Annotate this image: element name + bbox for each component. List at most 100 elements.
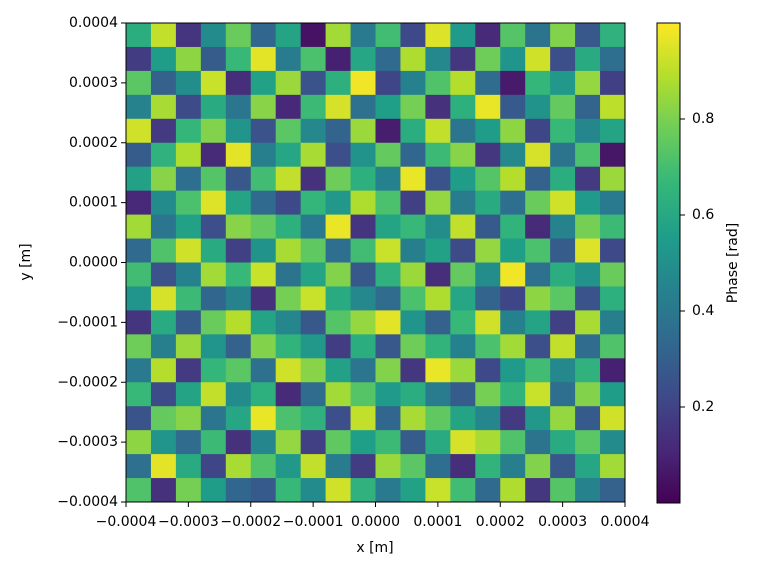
heatmap-cell — [350, 214, 376, 240]
heatmap-cell — [325, 214, 352, 240]
x-tick-label: −0.0002 — [220, 514, 281, 530]
heatmap-cell — [150, 454, 177, 479]
heatmap-cell — [350, 46, 376, 72]
heatmap-cell — [575, 190, 601, 216]
heatmap-cell — [300, 46, 327, 72]
heatmap-cell — [425, 310, 451, 335]
heatmap-cell — [225, 23, 252, 48]
heatmap-cell — [200, 46, 227, 72]
heatmap-cell — [425, 214, 451, 240]
heatmap-cell — [500, 262, 526, 287]
heatmap-cell — [500, 190, 526, 216]
heatmap-cell — [375, 118, 401, 144]
heatmap-cell — [600, 262, 626, 287]
heatmap-cell — [350, 334, 376, 359]
heatmap-cell — [575, 310, 601, 335]
heatmap-cell — [425, 70, 451, 96]
heatmap-cell — [200, 118, 227, 144]
heatmap-cell — [525, 142, 551, 168]
y-tick-label: 0.0000 — [69, 255, 118, 271]
heatmap-cell — [500, 430, 526, 455]
heatmap-cell — [600, 23, 626, 48]
heatmap-cell — [425, 430, 451, 455]
heatmap-cell — [350, 478, 376, 503]
heatmap-cell — [300, 23, 327, 48]
heatmap-cell — [175, 454, 202, 479]
heatmap-cell — [126, 23, 152, 48]
heatmap-cell — [575, 238, 601, 263]
heatmap-cell — [475, 166, 501, 192]
heatmap-cell — [225, 94, 252, 120]
heatmap-cell — [200, 23, 227, 48]
heatmap-cell — [575, 406, 601, 431]
heatmap-cell — [550, 214, 576, 240]
heatmap-cell — [126, 142, 152, 168]
heatmap-cell — [400, 238, 426, 263]
heatmap-cell — [400, 46, 426, 72]
heatmap-cell — [175, 262, 202, 287]
heatmap-cell — [275, 358, 302, 383]
heatmap-cell — [275, 70, 302, 96]
heatmap-cell — [400, 454, 426, 479]
colorbar-tick-label: 0.8 — [692, 111, 714, 127]
heatmap-cell — [300, 286, 327, 311]
heatmap-cell — [325, 46, 352, 72]
heatmap-cell — [150, 46, 177, 72]
heatmap-cell — [126, 382, 152, 407]
heatmap-cell — [175, 190, 202, 216]
heatmap-cell — [425, 46, 451, 72]
heatmap-cell — [300, 478, 327, 503]
heatmap-cell — [575, 23, 601, 48]
heatmap-cell — [550, 142, 576, 168]
heatmap-cell — [425, 166, 451, 192]
heatmap-cell — [275, 142, 302, 168]
heatmap-cell — [550, 358, 576, 383]
heatmap-cell — [600, 214, 626, 240]
heatmap-cell — [350, 70, 376, 96]
heatmap-cell — [550, 454, 576, 479]
heatmap-cell — [525, 70, 551, 96]
y-tick-label: −0.0003 — [57, 434, 118, 450]
heatmap-cell — [600, 382, 626, 407]
heatmap-cell — [325, 382, 352, 407]
heatmap-cell — [150, 70, 177, 96]
heatmap-cell — [500, 238, 526, 263]
heatmap-cell — [150, 94, 177, 120]
heatmap-cell — [225, 382, 252, 407]
heatmap-cell — [550, 334, 576, 359]
heatmap-cell — [300, 262, 327, 287]
heatmap-cell — [200, 454, 227, 479]
heatmap-cell — [550, 262, 576, 287]
heatmap-cell — [475, 430, 501, 455]
heatmap-cell — [475, 142, 501, 168]
heatmap-cell — [275, 118, 302, 144]
heatmap-cell — [175, 23, 202, 48]
heatmap-cell — [375, 214, 401, 240]
heatmap-cell — [275, 286, 302, 311]
heatmap-cell — [400, 262, 426, 287]
heatmap-cell — [600, 286, 626, 311]
heatmap-cell — [550, 166, 576, 192]
heatmap-cell — [450, 214, 476, 240]
heatmap-cell — [250, 238, 277, 263]
heatmap-cell — [175, 406, 202, 431]
heatmap-cell — [475, 118, 501, 144]
heatmap-cell — [600, 118, 626, 144]
heatmap-cell — [126, 454, 152, 479]
heatmap-cell — [275, 46, 302, 72]
heatmap-cell — [575, 142, 601, 168]
heatmap-cell — [250, 478, 277, 503]
heatmap-cell — [325, 166, 352, 192]
heatmap-cell — [575, 358, 601, 383]
heatmap-cell — [575, 166, 601, 192]
heatmap-cell — [325, 406, 352, 431]
heatmap-cell — [525, 262, 551, 287]
heatmap-cell — [225, 358, 252, 383]
heatmap-cell — [575, 94, 601, 120]
y-tick-label: 0.0004 — [69, 15, 118, 31]
heatmap-cell — [150, 382, 177, 407]
heatmap-cell — [500, 406, 526, 431]
heatmap-cell — [275, 454, 302, 479]
heatmap-cell — [225, 238, 252, 263]
heatmap-cell — [375, 238, 401, 263]
